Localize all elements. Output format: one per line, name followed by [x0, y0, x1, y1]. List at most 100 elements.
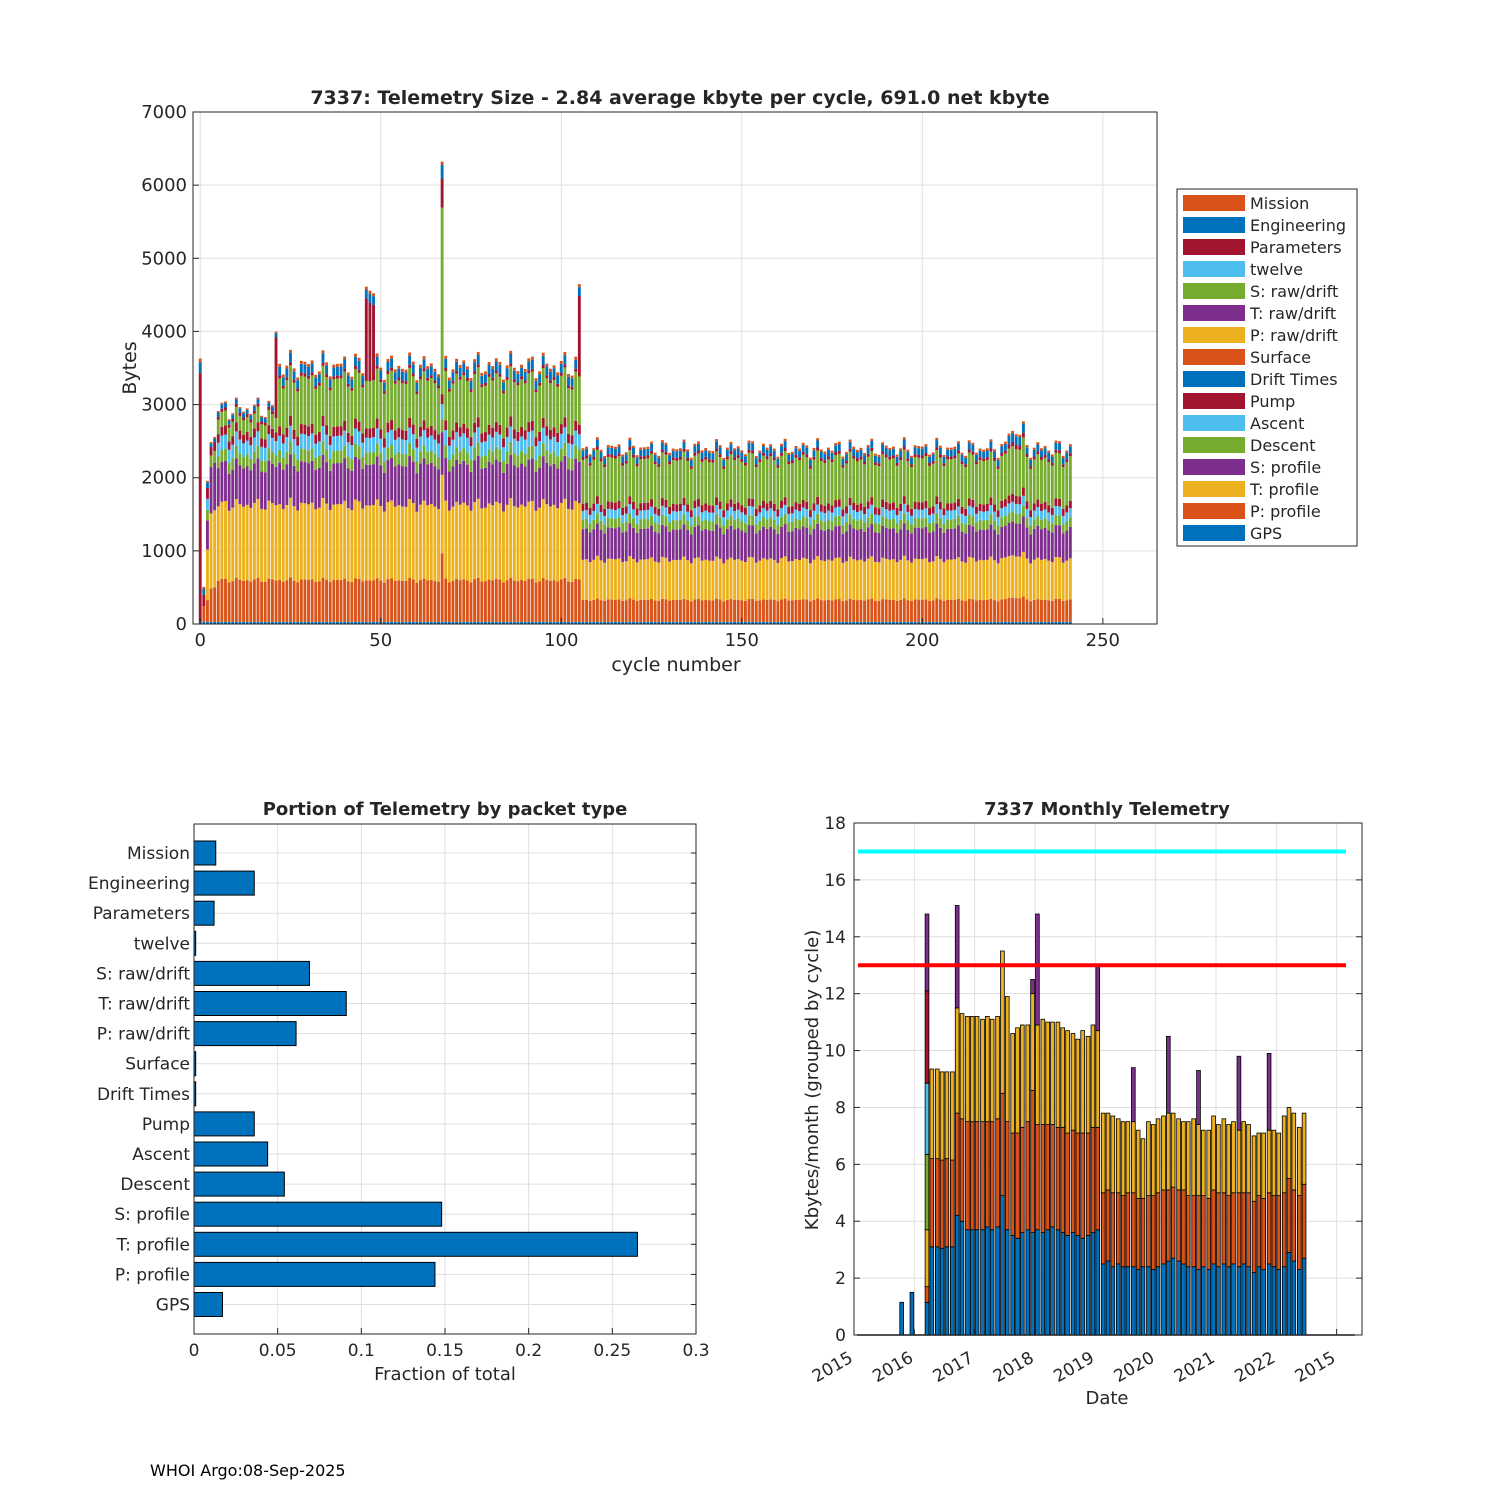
chart1-bar-segment	[935, 598, 939, 622]
chart1-bar-segment	[516, 467, 520, 508]
chart1-bar-segment	[393, 369, 397, 373]
chart3-bar-segment	[1000, 950, 1005, 1094]
chart1-bar-segment	[801, 557, 805, 600]
chart1-bar-segment	[220, 450, 224, 463]
chart1-bar-segment	[393, 372, 397, 381]
chart1-bar-segment	[281, 374, 285, 378]
chart1-bar-segment	[1068, 526, 1072, 559]
chart1-bar-segment	[837, 450, 841, 454]
chart1-bar-segment	[924, 446, 928, 454]
chart1-bar-segment	[610, 501, 614, 510]
chart1-bar-segment	[769, 453, 773, 457]
chart1-bar-segment	[906, 451, 910, 459]
chart1-bar-segment	[343, 359, 347, 369]
chart1-bar-segment	[754, 621, 758, 624]
chart1-bar-segment	[556, 432, 560, 443]
chart1-bar-segment	[419, 376, 422, 380]
chart1-bar-segment	[335, 579, 339, 622]
chart1-bar-segment	[307, 435, 310, 451]
chart1-bar-segment	[776, 509, 780, 517]
chart1-bar-segment	[646, 621, 650, 624]
chart1-bar-segment	[303, 579, 307, 622]
chart1-bar-segment	[548, 371, 552, 381]
chart1-bar-segment	[671, 519, 675, 530]
chart1-bar-segment	[827, 621, 830, 624]
chart1-bar-segment	[668, 621, 672, 624]
chart1-bar-segment	[224, 461, 227, 502]
chart1-bar-segment	[610, 454, 614, 458]
chart1-bar-segment	[469, 389, 473, 392]
chart3-bar-segment	[1115, 1118, 1121, 1194]
chart1-bar-segment	[292, 429, 296, 440]
chart1-bar-segment	[249, 445, 253, 459]
chart1-bar-segment	[505, 368, 509, 377]
chart1-bar-segment	[494, 621, 498, 624]
chart1-bar-segment	[682, 451, 686, 498]
chart1-bar-segment	[877, 562, 881, 601]
chart1-bar-segment	[660, 524, 664, 557]
chart1-bar-segment	[292, 506, 296, 581]
chart1-bar-segment	[635, 532, 639, 563]
chart1-bar-segment	[964, 621, 968, 624]
chart2-xlabel: Fraction of total	[374, 1364, 516, 1385]
chart1-xtick-label: 50	[369, 630, 392, 651]
chart1-bar-segment	[245, 409, 249, 415]
chart1-bar-segment	[433, 621, 437, 624]
chart1-bar-segment	[541, 578, 545, 622]
chart1-bar-segment	[581, 599, 585, 622]
chart1-bar-segment	[841, 456, 845, 459]
chart1-bar-segment	[545, 504, 549, 580]
chart1-bar-segment	[1047, 450, 1051, 453]
chart1-bar-segment	[400, 466, 404, 507]
chart2-xtick-label: 0.15	[426, 1341, 464, 1361]
chart1-bar-segment	[819, 449, 823, 452]
chart1-bar-segment	[260, 581, 264, 622]
chart1-bar-segment	[567, 434, 570, 444]
chart1-bar-segment	[303, 376, 307, 425]
chart2-bar	[193, 991, 347, 1016]
chart1-bar-segment	[772, 460, 776, 504]
chart1-bar-segment	[404, 430, 408, 441]
chart1-bar-segment	[498, 373, 502, 377]
chart3-bar-segment	[1010, 1235, 1015, 1336]
chart1-bar-segment	[722, 601, 726, 622]
chart1-bar-segment	[642, 528, 646, 560]
chart1-bar-segment	[812, 450, 816, 457]
chart1-bar-segment	[859, 459, 863, 504]
chart1-bar-segment	[476, 351, 480, 356]
chart1-bar-segment	[375, 353, 379, 357]
chart1-bar-segment	[404, 580, 408, 622]
chart1-bar-segment	[902, 555, 906, 599]
chart1-bar-segment	[678, 450, 682, 457]
chart1-bar-segment	[541, 427, 545, 444]
chart1-bar-segment	[606, 501, 610, 509]
chart1-bar-segment	[426, 452, 430, 465]
chart1-bar-segment	[729, 557, 733, 600]
chart1-bar-segment	[1000, 621, 1004, 624]
chart1-bar-segment	[393, 580, 397, 622]
chart1-bar-segment	[1003, 557, 1007, 600]
chart1-bar-segment	[1065, 621, 1069, 624]
chart3-bar-segment	[939, 1071, 945, 1161]
chart1-bar-segment	[906, 621, 910, 624]
chart1-bar-segment	[787, 513, 791, 523]
chart1-bar-segment	[931, 452, 935, 455]
chart1-bar-segment	[325, 365, 329, 375]
chart1-bar-segment	[1018, 445, 1022, 450]
chart1-bar-segment	[480, 621, 484, 624]
chart1-bar-segment	[711, 600, 715, 622]
chart1-bar-segment	[209, 467, 213, 514]
chart3-bar-segment	[1055, 1021, 1061, 1128]
chart1-bar-segment	[928, 600, 931, 622]
chart1-bar-segment	[234, 422, 238, 432]
chart1-bar-segment	[718, 501, 722, 509]
chart1-bar-segment	[718, 454, 722, 458]
chart1-bar-segment	[765, 599, 769, 622]
chart1-bar-segment	[382, 511, 386, 583]
chart1-bar-segment	[664, 451, 668, 455]
chart1-bar-segment	[238, 453, 242, 466]
chart1-bar-segment	[1018, 598, 1022, 622]
chart1-bar-segment	[657, 533, 661, 563]
chart1-bar-segment	[653, 464, 657, 507]
chart1-bar-segment	[400, 371, 404, 381]
